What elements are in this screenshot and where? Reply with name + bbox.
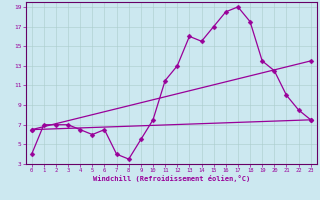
X-axis label: Windchill (Refroidissement éolien,°C): Windchill (Refroidissement éolien,°C) bbox=[92, 175, 250, 182]
